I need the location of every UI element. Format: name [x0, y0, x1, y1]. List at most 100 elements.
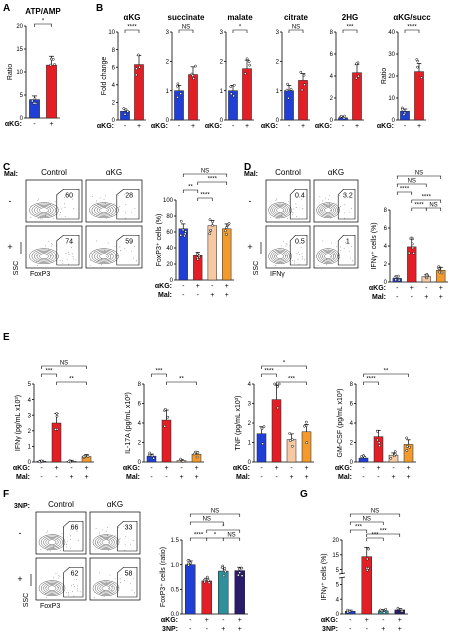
density-contour	[99, 253, 109, 260]
gate-value: 3.2	[343, 193, 353, 200]
condition-sign: +	[381, 626, 385, 633]
data-point	[262, 425, 266, 428]
condition-sign: -	[382, 617, 385, 624]
event-dot	[94, 584, 96, 586]
event-dot	[322, 200, 324, 202]
sig-bracket	[182, 173, 228, 177]
data-point	[207, 579, 210, 582]
event-dot	[340, 246, 341, 248]
data-point	[124, 108, 128, 112]
data-point	[55, 414, 59, 418]
event-dot	[292, 214, 293, 216]
condition-label: Mal:	[16, 474, 30, 481]
event-dot	[286, 243, 288, 245]
sig-label: ****	[208, 177, 218, 183]
data-point	[134, 73, 138, 77]
event-dot	[124, 248, 126, 250]
data-point	[276, 385, 279, 388]
event-dot	[119, 578, 121, 580]
event-dot	[41, 218, 43, 220]
y-tick-label: 2	[330, 96, 334, 102]
event-dot	[326, 264, 328, 266]
event-dot	[293, 208, 295, 210]
sig-label: ****	[366, 377, 376, 383]
data-point	[394, 278, 398, 282]
event-dot	[71, 247, 72, 248]
condition-sign: +	[179, 474, 183, 481]
flow-plot	[25, 225, 83, 269]
condition-sign: +	[376, 465, 380, 472]
y-tick-label: 2	[112, 101, 116, 107]
condition-label: αKG:	[233, 465, 250, 472]
data-point	[166, 415, 170, 419]
sig-label: ***	[371, 533, 379, 539]
event-dot	[331, 260, 333, 262]
y-tick-label: 1.0	[171, 563, 180, 569]
data-point	[286, 82, 290, 86]
sig-bracket	[222, 537, 241, 541]
event-dot	[68, 263, 70, 265]
condition-sign: -	[260, 474, 263, 481]
density-contour	[31, 203, 57, 217]
event-dot	[95, 528, 97, 530]
condition-sign: +	[439, 294, 443, 301]
event-dot	[35, 260, 37, 262]
sig-label: ***	[288, 377, 296, 383]
chart-title: malate	[227, 13, 253, 22]
density-contour	[274, 206, 286, 215]
sig-bracket	[182, 189, 199, 193]
sig-label: ***	[45, 369, 53, 375]
event-dot	[319, 212, 321, 214]
condition-label: αKG:	[123, 465, 140, 472]
row-label: +	[7, 242, 12, 252]
data-point	[240, 574, 244, 578]
y-tick-label: 6	[138, 402, 142, 408]
condition-label: αKG:	[13, 465, 30, 472]
event-dot	[125, 204, 127, 206]
event-dot	[111, 207, 113, 209]
event-dot	[96, 240, 97, 242]
event-dot	[99, 532, 100, 534]
data-point	[152, 456, 156, 460]
y-tick-label: 4	[336, 597, 340, 603]
event-dot	[317, 264, 319, 266]
event-dot	[50, 550, 52, 552]
condition-label: Mal:	[236, 474, 250, 481]
sig-bracket	[166, 381, 197, 385]
gate-value: 28	[125, 193, 133, 200]
sig-label: NS	[429, 203, 437, 209]
event-dot	[114, 246, 116, 248]
event-dot	[37, 200, 39, 202]
density-contour	[94, 250, 114, 262]
y-tick-label: 1	[276, 89, 280, 95]
y-tick-label: 0	[220, 118, 224, 124]
gate	[337, 188, 356, 220]
event-dot	[333, 254, 335, 255]
row-label: -	[19, 528, 22, 538]
y-axis-label: FoxP3⁺ cells (%)	[156, 214, 163, 267]
event-dot	[118, 539, 120, 541]
condition-sign: +	[406, 465, 410, 472]
event-dot	[101, 264, 102, 266]
event-dot	[66, 258, 68, 260]
y-tick-label: 4	[384, 244, 388, 250]
data-point	[277, 382, 281, 386]
panel-letter-g: G	[300, 489, 308, 500]
sig-label: NS	[371, 509, 379, 515]
sig-bracket	[366, 533, 401, 537]
event-dot	[64, 203, 65, 205]
density-contour	[274, 252, 286, 261]
chart-title: ATP/AMP	[25, 7, 61, 16]
y-tick-label: 4	[28, 398, 32, 404]
sig-bracket	[189, 513, 241, 517]
condition-sign: +	[225, 283, 229, 290]
sig-bracket	[41, 373, 57, 377]
event-dot	[64, 196, 66, 198]
data-point	[366, 567, 370, 570]
data-point	[223, 567, 227, 571]
data-point	[376, 438, 379, 442]
event-dot	[318, 252, 320, 254]
data-point	[248, 63, 252, 67]
density-contour	[95, 581, 117, 595]
event-dot	[109, 574, 111, 576]
